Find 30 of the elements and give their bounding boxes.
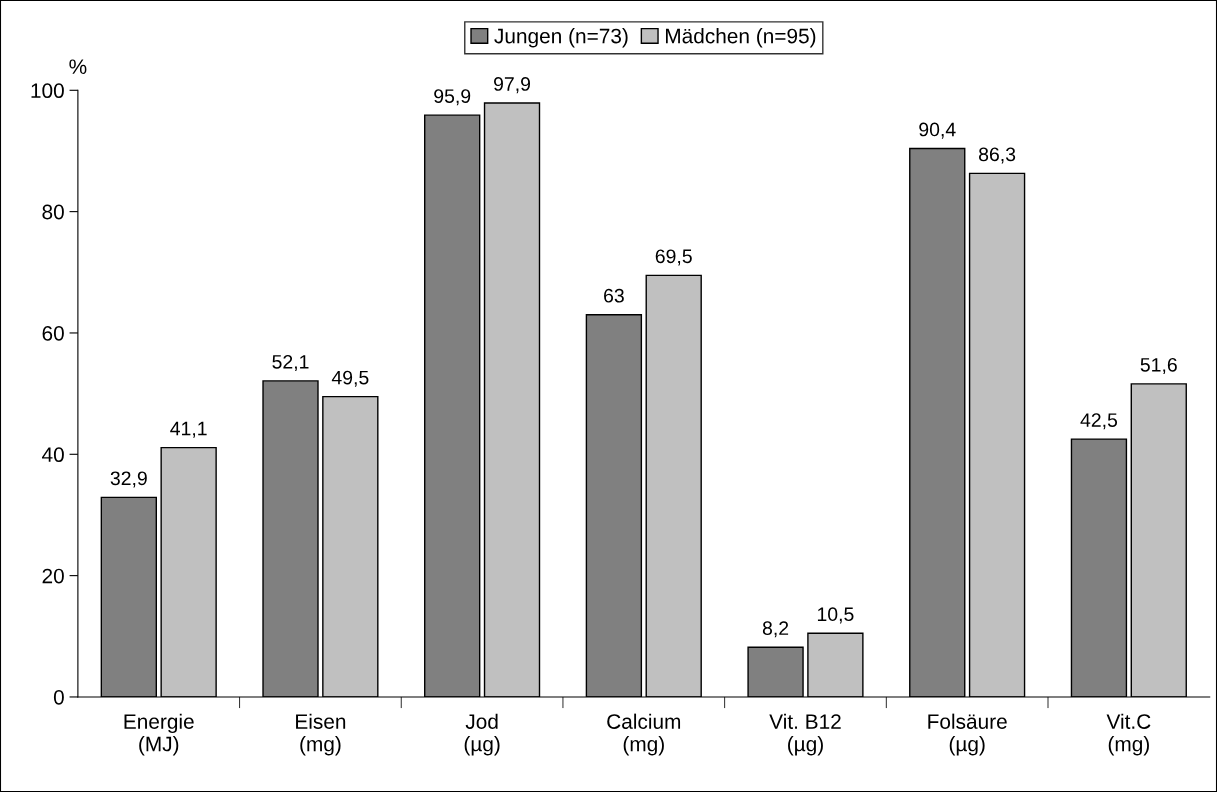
- data-label: 10,5: [817, 607, 854, 624]
- data-label: 97,9: [494, 77, 531, 94]
- legend-label: Mädchen (n=95): [665, 28, 816, 48]
- legend-label: Jungen (n=73): [494, 28, 628, 48]
- y-tick-label: 40: [42, 447, 64, 463]
- y-tick-label: 60: [42, 325, 64, 341]
- data-label: 90,4: [919, 122, 956, 139]
- x-tick-label: Eisen (mg): [296, 713, 346, 756]
- data-label: 42,5: [1080, 413, 1118, 430]
- data-label: 52,1: [272, 354, 309, 371]
- x-tick-label: Vit.C (mg): [1106, 713, 1151, 756]
- x-tick-label: Folsäure (µg): [928, 713, 1007, 756]
- y-tick-label: 100: [31, 83, 64, 99]
- x-tick-label: Vit. B12 (µg): [769, 713, 841, 756]
- x-tick-label: Calcium (mg): [607, 713, 681, 756]
- x-tick-label: Jod (µg): [464, 713, 500, 756]
- data-label: 95,9: [434, 89, 471, 106]
- x-tick-label: Energie (MJ): [124, 713, 194, 756]
- y-tick-label: 0: [53, 689, 64, 705]
- data-label: 32,9: [110, 471, 147, 488]
- data-label: 51,6: [1140, 357, 1177, 375]
- y-axis-title: %: [69, 59, 87, 74]
- data-label: 63: [604, 288, 624, 303]
- data-label: 69,5: [655, 249, 692, 266]
- data-label: 86,3: [979, 147, 1016, 164]
- data-label: 41,1: [170, 421, 207, 438]
- y-tick-label: 80: [42, 204, 64, 220]
- y-tick-label: 20: [42, 568, 64, 584]
- data-label: 49,5: [331, 370, 369, 387]
- data-label: 8,2: [762, 621, 789, 638]
